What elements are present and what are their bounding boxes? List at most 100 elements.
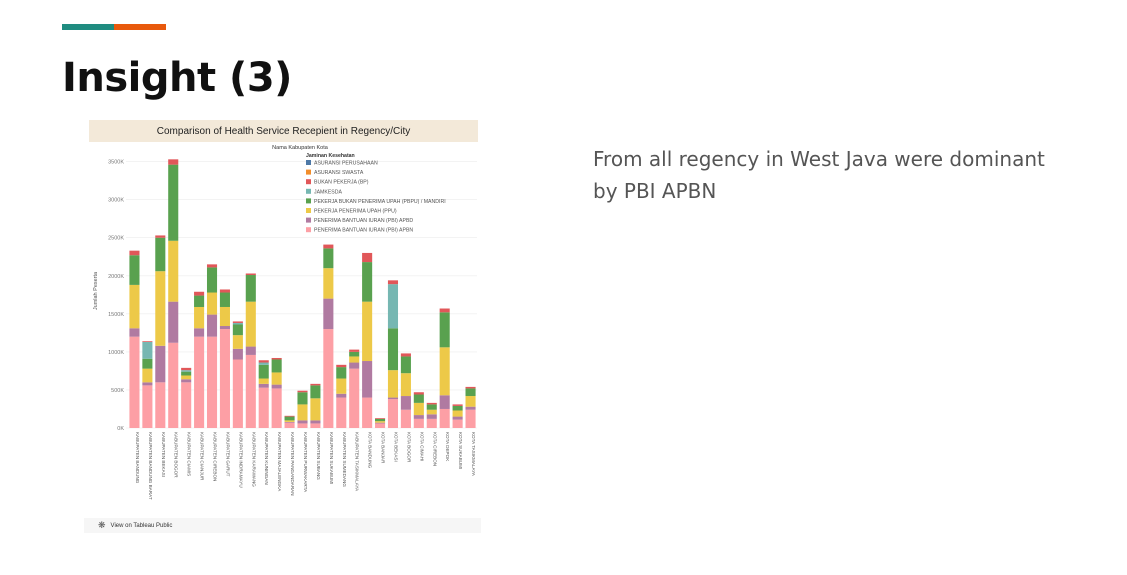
embed-footer[interactable]: ❋ View on Tableau Public xyxy=(84,518,481,533)
bar-segment xyxy=(245,354,256,428)
bar-segment xyxy=(194,291,205,296)
bar-segment xyxy=(323,244,334,249)
accent-bar-orange xyxy=(114,24,166,30)
y-tick-label: 2000K xyxy=(108,274,124,280)
bar-segment xyxy=(168,301,179,343)
legend-swatch xyxy=(306,217,311,223)
bar-segment xyxy=(232,335,243,349)
x-tick-label: KOTA CIMAHI xyxy=(419,432,424,461)
bar-segment xyxy=(271,372,282,385)
bar-segment xyxy=(413,415,424,419)
bar-segment xyxy=(168,164,179,241)
bar-segment xyxy=(336,378,347,394)
bar-segment xyxy=(258,362,269,365)
bar-segment xyxy=(129,336,140,428)
bar-segment xyxy=(439,308,450,313)
legend-title: Jaminan Kesehatan xyxy=(306,153,355,159)
slide-title: Insight (3) xyxy=(62,55,292,101)
bar-segment xyxy=(349,356,360,363)
bar-segment xyxy=(310,398,321,421)
x-tick-label: KABUPATEN KARAWANG xyxy=(251,432,256,487)
bar-segment xyxy=(387,280,399,285)
legend-swatch xyxy=(306,188,311,194)
bar-segment xyxy=(155,237,166,272)
bar-segment xyxy=(465,406,476,410)
bar-segment xyxy=(452,416,463,420)
bar-segment xyxy=(181,370,192,372)
bar-segment xyxy=(181,371,192,376)
x-tick-label: KABUPATEN PURWAKARTA xyxy=(303,432,308,493)
bar-segment xyxy=(155,382,166,428)
bar-segment xyxy=(349,351,360,357)
bar-segment xyxy=(465,396,476,407)
legend-swatch xyxy=(306,227,311,233)
view-on-tableau-link[interactable]: View on Tableau Public xyxy=(110,522,173,529)
bar-segment xyxy=(323,248,334,269)
y-tick-label: 1500K xyxy=(108,312,124,318)
bar-segment xyxy=(258,383,269,388)
bar-segment xyxy=(375,418,386,422)
bar-segment xyxy=(310,420,321,424)
bar-segment xyxy=(362,262,373,302)
legend-swatch xyxy=(306,169,311,175)
bar-segment xyxy=(142,368,153,383)
x-tick-label: KABUPATEN SUBANG xyxy=(316,432,321,480)
x-tick-label: KABUPATEN PANGANDARAN xyxy=(290,432,295,496)
bar-segment xyxy=(181,379,192,383)
legend-swatch xyxy=(306,198,311,204)
bar-segment xyxy=(310,383,321,386)
bar-segment xyxy=(206,267,218,293)
bar-segment xyxy=(245,275,256,302)
bar-segment xyxy=(219,292,230,307)
x-tick-label: KABUPATEN SUKABUMI xyxy=(329,432,334,484)
bar-segment xyxy=(206,292,218,315)
bar-segment xyxy=(271,388,282,428)
bar-segment xyxy=(232,322,243,325)
bar-segment xyxy=(465,409,476,428)
bar-segment xyxy=(129,255,140,285)
bar-segment xyxy=(232,359,243,428)
bar-segment xyxy=(426,404,437,410)
accent-bar-teal xyxy=(62,24,114,30)
y-tick-label: 1000K xyxy=(108,350,124,356)
bar-segment xyxy=(194,336,205,428)
bar-segment xyxy=(362,361,373,398)
bar-segment xyxy=(426,414,437,419)
bar-segment xyxy=(271,357,282,360)
legend-item: PENERIMA BANTUAN IURAN (PBI) APBD xyxy=(314,218,413,224)
bar-segment xyxy=(219,329,230,428)
bar-segment xyxy=(323,268,334,299)
accent-bar xyxy=(62,24,166,30)
bar-segment xyxy=(194,295,205,307)
bar-segment xyxy=(426,409,437,415)
y-tick-label: 0K xyxy=(117,426,124,432)
bar-segment xyxy=(297,392,308,405)
bar-segment xyxy=(400,409,411,428)
bar-segment xyxy=(439,408,450,428)
bar-segment xyxy=(362,397,373,428)
bar-segment xyxy=(387,328,399,371)
bar-segment xyxy=(206,336,218,428)
legend-item: BUKAN PEKERJA (BP) xyxy=(314,180,369,186)
bar-segment xyxy=(245,346,256,355)
bar-segment xyxy=(336,364,347,368)
bar-segment xyxy=(271,384,282,389)
legend-item: PENERIMA BANTUAN IURAN (PBI) APBN xyxy=(314,228,413,234)
bar-segment xyxy=(452,404,463,406)
bar-segment xyxy=(349,349,360,352)
bar-segment xyxy=(142,385,153,428)
bar-segment xyxy=(349,362,360,369)
bar-segment xyxy=(181,375,192,380)
x-tick-label: KABUPATEN BANDUNG xyxy=(135,432,140,484)
bar-segment xyxy=(375,418,386,419)
bar-segment xyxy=(142,341,153,342)
bar-segment xyxy=(168,342,179,428)
legend-item: PEKERJA BUKAN PENERIMA UPAH (PBPU) / MAN… xyxy=(314,199,446,205)
bar-segment xyxy=(439,312,450,348)
x-tick-label: KABUPATEN CIAMIS xyxy=(187,432,192,476)
tableau-embed: Comparison of Health Service Recepient i… xyxy=(84,120,481,533)
x-tick-label: KOTA BEKASI xyxy=(393,432,398,462)
bar-segment xyxy=(142,358,153,369)
bar-segment xyxy=(362,301,373,362)
bar-segment xyxy=(400,356,411,374)
